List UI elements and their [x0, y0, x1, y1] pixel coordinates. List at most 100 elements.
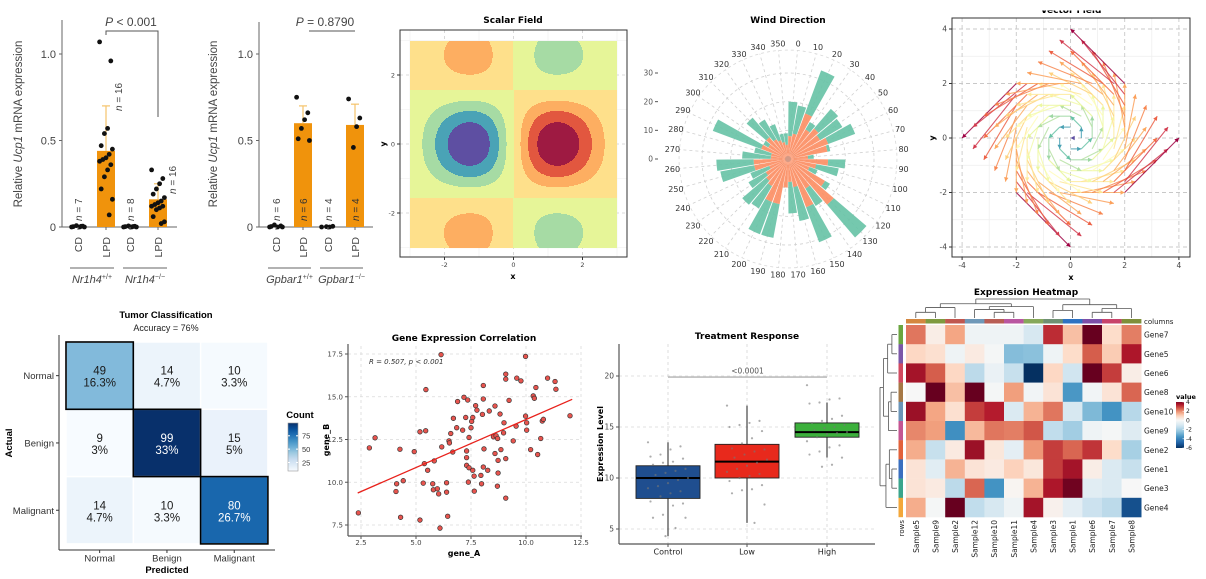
- contour-band-segment: [576, 218, 617, 220]
- contour-band-segment: [410, 76, 513, 78]
- contour-band-segment: [531, 126, 545, 128]
- contour-band-segment: [423, 151, 436, 153]
- text-span: mRNA expression: [13, 41, 25, 136]
- jitter-point: [664, 535, 667, 538]
- contour-band-segment: [602, 124, 617, 126]
- heatmap-cell: [1102, 440, 1122, 460]
- jitter-point: [835, 432, 839, 435]
- contour-band-segment: [514, 172, 525, 174]
- contour-band-segment: [514, 123, 522, 125]
- contour-band-segment: [543, 71, 573, 73]
- contour-band-segment: [424, 157, 438, 159]
- jitter-point: [666, 482, 670, 485]
- contour-band-segment: [513, 67, 538, 69]
- contour-band-segment: [427, 121, 443, 123]
- contour-band-segment: [410, 135, 423, 137]
- n-label: n = 16: [168, 165, 179, 194]
- x-tick-label: 10.0: [518, 539, 534, 547]
- contour-band-segment: [536, 63, 581, 65]
- contour-band-segment: [493, 57, 513, 59]
- data-point: [268, 224, 274, 229]
- contour-band-segment: [454, 216, 484, 218]
- contour-band-segment: [444, 58, 492, 60]
- contour-band-segment: [410, 106, 441, 108]
- contour-band-segment: [498, 155, 506, 157]
- contour-band-segment: [444, 51, 492, 53]
- row-annotation-cell: [898, 401, 903, 422]
- wind-bar-segment: [805, 121, 816, 133]
- contour-band-segment: [514, 150, 521, 152]
- contour-band-segment: [460, 163, 479, 165]
- contour-band-segment: [488, 133, 498, 135]
- contour-band-segment: [426, 122, 442, 124]
- wind-bar-segment: [814, 108, 839, 133]
- text-span: +/+: [303, 274, 313, 281]
- contour-band-segment: [449, 247, 488, 249]
- contour-band-segment: [423, 134, 436, 136]
- contour-band-segment: [442, 122, 466, 124]
- contour-band-segment: [425, 161, 440, 163]
- vector-arrow-head: [962, 133, 967, 138]
- jitter-point: [810, 421, 814, 425]
- contour-band-segment: [591, 136, 604, 138]
- heatmap-cell: [1102, 478, 1122, 499]
- contour-band-segment: [534, 234, 583, 236]
- contour-band-segment: [579, 221, 617, 223]
- heatmap-cell: [1121, 344, 1142, 364]
- contour-band-segment: [463, 176, 477, 178]
- bar: [97, 150, 115, 227]
- text-span: n: [74, 215, 85, 221]
- vector-arrow-head: [1109, 138, 1114, 143]
- row-annotation-cell: [898, 421, 903, 441]
- cell-count: 15: [228, 433, 241, 445]
- contour-band-segment: [410, 187, 514, 189]
- scatter-point: [434, 486, 440, 492]
- panel-tumor-classification: 4916.3%144.7%103.3%93%9933%155%144.7%103…: [13, 335, 310, 565]
- contour-band-segment: [523, 121, 534, 123]
- scatter-point: [518, 378, 524, 384]
- contour-band-segment: [592, 143, 605, 145]
- contour-band-segment: [513, 216, 543, 218]
- jitter-point: [840, 414, 844, 417]
- contour-band-segment: [583, 236, 617, 238]
- contour-band-segment: [424, 128, 438, 130]
- contour-band-segment: [514, 196, 617, 198]
- vector-arrow-head: [994, 101, 1000, 106]
- jitter-point: [763, 448, 766, 451]
- scalar-field-title: Scalar Field: [483, 16, 542, 26]
- vector-arrow-shaft: [1015, 170, 1050, 226]
- contour-band-segment: [513, 203, 617, 205]
- contour-band-segment: [574, 114, 596, 116]
- contour-band-segment: [583, 52, 617, 54]
- contour-band-segment: [592, 177, 617, 179]
- heatmap-cell: [1004, 440, 1024, 460]
- jitter-point: [661, 513, 665, 516]
- direction-label: 70: [895, 125, 905, 134]
- vector-arrow-head: [1087, 178, 1093, 183]
- contour-band-segment: [410, 144, 422, 146]
- contour-band-segment: [581, 183, 617, 185]
- contour-band-segment: [605, 148, 617, 150]
- text-span: = 0.8790: [304, 15, 355, 29]
- contour-band-segment: [499, 148, 506, 150]
- row-annotation-cell: [898, 325, 903, 345]
- vector-arrow-shaft: [961, 83, 1017, 139]
- contour-band-segment: [410, 88, 513, 90]
- heatmap-cell: [945, 421, 966, 441]
- contour-band-segment: [514, 191, 617, 193]
- contour-band-segment: [500, 176, 514, 178]
- wind-bar-segment: [761, 202, 780, 238]
- group-label: Nr1h4−/−: [125, 274, 165, 286]
- contour-band-segment: [506, 155, 514, 157]
- contour-band-segment: [451, 132, 487, 134]
- contour-band-segment: [514, 153, 521, 155]
- contour-band-segment: [410, 90, 514, 92]
- contour-band-segment: [561, 165, 585, 167]
- contour-band-segment: [514, 146, 521, 148]
- contour-band-segment: [499, 150, 506, 152]
- contour-band-segment: [579, 140, 592, 142]
- wind-bar-segment: [746, 117, 770, 141]
- contour-band-segment: [513, 206, 617, 208]
- vector-arrow-head: [1070, 135, 1075, 141]
